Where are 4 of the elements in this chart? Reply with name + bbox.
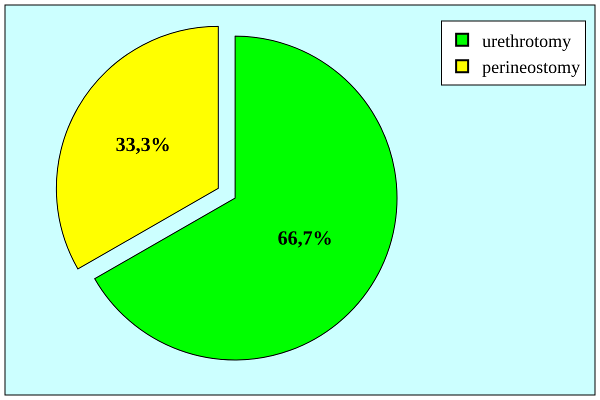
data-label: 66,7% [278,228,333,250]
legend-label: perineostomy [482,57,580,78]
legend-label: urethrotomy [482,30,572,51]
data-label: 33,3% [116,134,171,156]
